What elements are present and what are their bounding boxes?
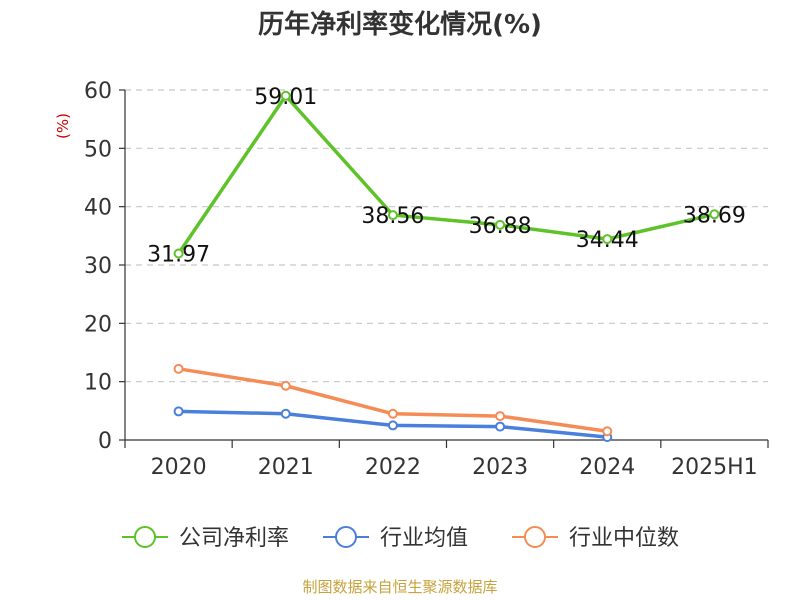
legend-marker — [524, 526, 546, 548]
data-point[interactable] — [280, 90, 291, 101]
x-tick-label: 2022 — [365, 455, 421, 480]
data-label: 38.56 — [361, 204, 424, 229]
data-point[interactable] — [602, 426, 613, 437]
data-labels: 31.97 59.01 38.56 36.88 34.44 38.69 — [147, 85, 746, 268]
data-point[interactable] — [602, 234, 613, 245]
x-tick-label: 2025H1 — [671, 455, 758, 480]
y-tick-label: 40 — [84, 196, 112, 221]
legend-marker — [335, 526, 357, 548]
data-point[interactable] — [387, 420, 398, 431]
legend[interactable]: 公司净利率 行业均值 行业中位数 — [122, 526, 679, 551]
y-tick-label: 0 — [98, 429, 112, 454]
y-tick-label: 60 — [84, 79, 112, 104]
data-label: 31.97 — [147, 243, 210, 268]
x-tick-label: 2023 — [472, 455, 528, 480]
x-tick-label: 2021 — [258, 455, 314, 480]
y-axis-label: (%) — [54, 113, 72, 139]
legend-item[interactable]: 行业中位数 — [512, 526, 679, 551]
data-point[interactable] — [495, 411, 506, 422]
source-note: 制图数据来自恒生聚源数据库 — [302, 578, 497, 596]
y-tick-label: 10 — [84, 371, 112, 396]
legend-label: 公司净利率 — [179, 526, 289, 551]
chart-title: 历年净利率变化情况(%) — [258, 9, 542, 40]
x-tick-label: 2024 — [579, 455, 635, 480]
data-point[interactable] — [173, 406, 184, 417]
data-point[interactable] — [495, 421, 506, 432]
axes: 0 10 20 30 40 50 60 2020 2021 2022 2023 2024 2025H1 — [84, 79, 769, 480]
data-point[interactable] — [387, 210, 398, 221]
grid-lines — [125, 89, 768, 383]
y-tick-label: 20 — [84, 312, 112, 337]
legend-label: 行业均值 — [380, 526, 468, 551]
data-label: 59.01 — [254, 85, 317, 110]
data-point[interactable] — [173, 248, 184, 259]
legend-label: 行业中位数 — [569, 526, 679, 551]
data-label: 38.69 — [683, 203, 746, 228]
y-tick-label: 30 — [84, 254, 112, 279]
legend-item[interactable]: 公司净利率 — [122, 526, 289, 551]
series-lines — [173, 90, 720, 443]
data-point[interactable] — [495, 219, 506, 230]
data-point[interactable] — [387, 408, 398, 419]
data-point[interactable] — [280, 380, 291, 391]
data-point[interactable] — [280, 408, 291, 419]
data-label: 36.88 — [469, 214, 532, 239]
series-line — [177, 94, 715, 255]
data-label: 34.44 — [576, 228, 639, 253]
y-tick-label: 50 — [84, 137, 112, 162]
legend-marker — [134, 526, 156, 548]
data-point[interactable] — [173, 363, 184, 374]
legend-item[interactable]: 行业均值 — [323, 526, 468, 551]
data-point[interactable] — [709, 209, 720, 220]
x-tick-label: 2020 — [151, 455, 207, 480]
